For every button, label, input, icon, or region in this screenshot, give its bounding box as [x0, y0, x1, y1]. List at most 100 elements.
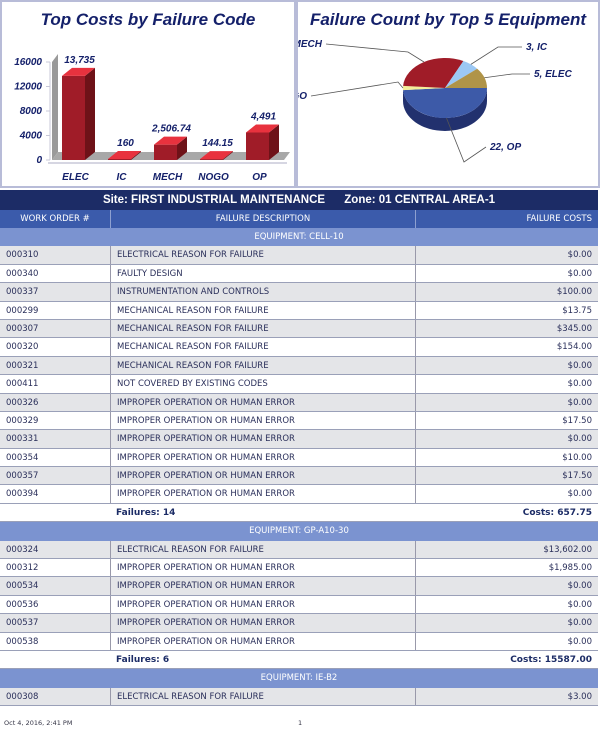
failure-description-cell: IMPROPER OPERATION OR HUMAN ERROR — [110, 632, 415, 650]
work-order-cell[interactable]: 000538 — [6, 636, 39, 647]
failure-description-cell: IMPROPER OPERATION OR HUMAN ERROR — [110, 595, 415, 614]
bar-front — [200, 159, 223, 160]
table-body: EQUIPMENT: CELL-10 000310 ELECTRICAL REASO… — [0, 228, 598, 707]
zone-label: Zone: 01 CENTRAL AREA-1 — [344, 194, 496, 206]
work-order-cell[interactable]: 000357 — [6, 471, 39, 482]
y-tick-label: 16000 — [14, 57, 42, 68]
failure-description-cell: MECHANICAL REASON FOR FAILURE — [110, 319, 415, 338]
table-row[interactable]: 000354 IMPROPER OPERATION OR HUMAN ERROR $… — [0, 448, 598, 468]
work-order-cell[interactable]: 000331 — [6, 434, 39, 445]
failure-description-cell: IMPROPER OPERATION OR HUMAN ERROR — [110, 430, 415, 448]
pie-chart-panel: Failure Count by Top 5 Equipment 22, OP 1… — [296, 0, 600, 188]
work-order-cell[interactable]: 000394 — [6, 489, 39, 500]
table-row[interactable]: 000299 MECHANICAL REASON FOR FAILURE $13.7… — [0, 301, 598, 320]
failure-description-cell: FAULTY DESIGN — [110, 264, 415, 283]
failure-cost-cell: $0.00 — [415, 614, 598, 632]
work-order-cell[interactable]: 000329 — [6, 415, 39, 426]
failure-description-cell: IMPROPER OPERATION OR HUMAN ERROR — [110, 411, 415, 430]
failure-description-cell: ELECTRICAL REASON FOR FAILURE — [110, 246, 415, 264]
failure-description-cell: IMPROPER OPERATION OR HUMAN ERROR — [110, 467, 415, 485]
failure-description-cell: ELECTRICAL REASON FOR FAILURE — [110, 540, 415, 559]
bar-top — [108, 151, 141, 160]
y-tick-label: 4000 — [19, 131, 43, 142]
failure-cost-cell: $13.75 — [415, 301, 598, 319]
work-order-cell[interactable]: 000534 — [6, 581, 39, 592]
work-order-cell[interactable]: 000354 — [6, 452, 39, 463]
failure-description-cell: MECHANICAL REASON FOR FAILURE — [110, 356, 415, 375]
table-row[interactable]: 000411 NOT COVERED BY EXISTING CODES $0.00 — [0, 375, 598, 394]
bar-data-label: 144.15 — [202, 138, 233, 149]
failure-description-cell: IMPROPER OPERATION OR HUMAN ERROR — [110, 614, 415, 632]
table-row[interactable]: 000320 MECHANICAL REASON FOR FAILURE $154.… — [0, 338, 598, 357]
work-order-cell[interactable]: 000320 — [6, 342, 39, 353]
costs-total: Costs: 15587.00 — [510, 654, 592, 665]
work-order-cell[interactable]: 000536 — [6, 599, 39, 610]
summary-blank — [0, 651, 110, 668]
work-order-cell[interactable]: 000340 — [6, 268, 39, 279]
table-row[interactable]: 000312 IMPROPER OPERATION OR HUMAN ERROR $… — [0, 559, 598, 578]
failure-cost-cell: $0.00 — [415, 485, 598, 503]
failure-description-cell: INSTRUMENTATION AND CONTROLS — [110, 283, 415, 301]
bar-side — [269, 124, 279, 160]
table-row[interactable]: 000321 MECHANICAL REASON FOR FAILURE $0.00 — [0, 356, 598, 376]
work-order-cell[interactable]: 000324 — [6, 544, 39, 555]
work-order-cell[interactable]: 000326 — [6, 397, 39, 408]
work-order-cell[interactable]: 000411 — [6, 379, 39, 390]
pie-slice-label: 22, OP — [489, 142, 521, 153]
table-header: WORK ORDER # FAILURE DESCRIPTION FAILURE… — [0, 210, 598, 228]
table-row[interactable]: 000537 IMPROPER OPERATION OR HUMAN ERROR $… — [0, 614, 598, 633]
failure-cost-cell: $0.00 — [415, 393, 598, 411]
pie-slice-label: 3, IC — [526, 42, 548, 53]
pie-slice-label: 5, ELEC — [534, 69, 573, 80]
bar-side — [85, 67, 95, 160]
bar-chart: 0 4000 8000 12000 16000 13,735 ELEC 160 IC 2,506.… — [14, 54, 290, 183]
bar-data-label: 13,735 — [64, 55, 95, 66]
failure-description-cell: IMPROPER OPERATION OR HUMAN ERROR — [110, 577, 415, 595]
table-row[interactable]: 000357 IMPROPER OPERATION OR HUMAN ERROR $… — [0, 467, 598, 486]
summary-blank — [0, 504, 110, 521]
failure-cost-cell: $3.00 — [415, 687, 598, 706]
work-order-cell[interactable]: 000299 — [6, 305, 39, 316]
work-order-cell[interactable]: 000308 — [6, 691, 39, 702]
work-order-cell[interactable]: 000537 — [6, 618, 39, 629]
bar-top — [62, 67, 95, 76]
bar-data-label: 160 — [117, 138, 134, 149]
table-row[interactable]: 000337 INSTRUMENTATION AND CONTROLS $100.0… — [0, 283, 598, 302]
bar-chart-panel: Top Costs by Failure Code 0 4000 8000 12000… — [0, 0, 296, 188]
failure-cost-cell: $0.00 — [415, 595, 598, 614]
bar-side — [223, 151, 233, 160]
table-row[interactable]: 000329 IMPROPER OPERATION OR HUMAN ERROR $… — [0, 411, 598, 431]
table-row[interactable]: 000536 IMPROPER OPERATION OR HUMAN ERROR $… — [0, 595, 598, 615]
work-order-cell[interactable]: 000307 — [6, 323, 39, 334]
pie-leader-line — [446, 117, 487, 163]
bar-top — [200, 151, 233, 160]
work-order-cell[interactable]: 000321 — [6, 360, 39, 371]
failure-cost-cell: $345.00 — [415, 319, 598, 338]
table-row[interactable]: 000394 IMPROPER OPERATION OR HUMAN ERROR $… — [0, 485, 598, 504]
failure-description-cell: NOT COVERED BY EXISTING CODES — [110, 375, 415, 393]
table-row[interactable]: 000331 IMPROPER OPERATION OR HUMAN ERROR $… — [0, 430, 598, 449]
failure-cost-cell: $0.00 — [415, 246, 598, 264]
pie-slice-elec — [445, 68, 487, 88]
work-order-cell[interactable]: 000312 — [6, 563, 39, 574]
table-row[interactable]: 000538 IMPROPER OPERATION OR HUMAN ERROR $… — [0, 632, 598, 651]
y-tick-label: 12000 — [14, 82, 42, 93]
failure-cost-cell: $17.50 — [415, 411, 598, 430]
table-row[interactable]: 000534 IMPROPER OPERATION OR HUMAN ERROR $… — [0, 577, 598, 596]
failure-cost-cell: $0.00 — [415, 632, 598, 650]
x-tick-label: OP — [252, 172, 267, 183]
table-row[interactable]: 000307 MECHANICAL REASON FOR FAILURE $345.… — [0, 319, 598, 339]
work-order-cell[interactable]: 000337 — [6, 287, 39, 298]
table-row[interactable]: 000308 ELECTRICAL REASON FOR FAILURE $3.00 — [0, 687, 598, 707]
table-row[interactable]: 000310 ELECTRICAL REASON FOR FAILURE $0.00 — [0, 246, 598, 265]
work-order-cell[interactable]: 000310 — [6, 250, 39, 261]
failure-description-cell: IMPROPER OPERATION OR HUMAN ERROR — [110, 393, 415, 411]
failure-cost-cell: $10.00 — [415, 448, 598, 467]
failure-cost-cell: $1,985.00 — [415, 559, 598, 577]
table-row[interactable]: 000340 FAULTY DESIGN $0.00 — [0, 264, 598, 284]
pie-leader-line — [325, 43, 425, 63]
table-row[interactable]: 000326 IMPROPER OPERATION OR HUMAN ERROR $… — [0, 393, 598, 412]
pie-slice-label: 14, MECH — [298, 39, 323, 50]
table-row[interactable]: 000324 ELECTRICAL REASON FOR FAILURE $13,6… — [0, 540, 598, 560]
equipment-group-header: EQUIPMENT: CELL-10 — [0, 228, 598, 247]
